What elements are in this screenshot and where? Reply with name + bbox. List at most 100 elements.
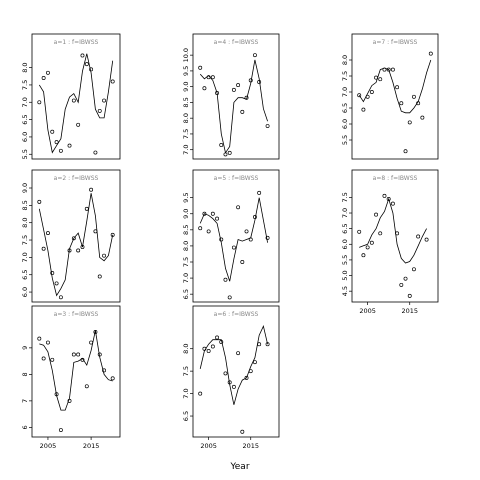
data-point — [231, 87, 236, 92]
y-tick-label: 5.5 — [21, 149, 29, 159]
y-tick-label: 7.5 — [21, 235, 29, 245]
data-point — [67, 398, 72, 403]
data-point — [45, 340, 50, 345]
data-point — [248, 78, 253, 83]
y-tick-label: 7.0 — [182, 273, 190, 283]
panel-strip-label: a=7 : f=IBWSS — [373, 39, 418, 46]
data-point — [219, 143, 224, 147]
data-point — [411, 94, 416, 99]
panel-frame — [351, 169, 439, 303]
data-point — [198, 226, 203, 231]
y-tick-label: 7.5 — [341, 192, 349, 202]
x-tick-label: 2005 — [200, 442, 217, 450]
data-point — [374, 212, 379, 217]
y-tick-label: 6.0 — [341, 119, 349, 129]
data-point — [84, 62, 89, 67]
data-point — [257, 342, 262, 347]
y-tick-label: 6.5 — [341, 103, 349, 113]
data-point — [252, 360, 257, 365]
data-point — [236, 205, 241, 210]
data-point — [110, 376, 115, 381]
series-line — [199, 324, 268, 405]
y-tick-label: 7.0 — [182, 388, 190, 398]
y-tick-label: 8.0 — [21, 62, 29, 72]
panel-2: a=2 : f=IBWSS 6.0 6.5 7.0 7.5 8.0 8.5 9.0 — [21, 169, 121, 303]
panel-frame — [192, 169, 280, 303]
data-point — [403, 276, 408, 281]
y-tick-label: 8.0 — [182, 113, 190, 123]
data-point — [89, 67, 94, 72]
data-point — [93, 150, 98, 155]
data-point — [223, 277, 228, 282]
data-point — [231, 384, 236, 389]
data-point — [206, 229, 211, 234]
data-point — [50, 271, 55, 275]
y-tick-label: 6.5 — [182, 289, 190, 299]
panel-strip-label: a=4 : f=IBWSS — [214, 39, 259, 46]
data-point — [210, 75, 215, 80]
y-tick-label: 5.5 — [341, 255, 349, 265]
y-tick-label: 9.5 — [182, 192, 190, 202]
data-point — [67, 143, 72, 148]
data-point — [374, 75, 379, 80]
data-point — [357, 93, 362, 98]
y-tick-label: 4.5 — [341, 286, 349, 296]
data-point — [399, 282, 404, 287]
y-tick-label: 9.0 — [182, 209, 190, 219]
series-line — [38, 53, 114, 154]
data-point — [227, 380, 232, 385]
x-axis-title: Year — [229, 462, 249, 472]
y-tick-label: 9 — [21, 346, 29, 350]
y-tick-label: 9.5 — [182, 66, 190, 76]
data-point — [45, 70, 50, 75]
data-point — [202, 346, 207, 351]
y-tick-label: 7.5 — [341, 71, 349, 81]
series-line — [199, 59, 268, 154]
data-point — [84, 206, 89, 211]
y-tick-label: 6.5 — [341, 223, 349, 233]
data-point — [37, 336, 42, 341]
x-tick-label: 2015 — [83, 442, 100, 450]
y-tick-label: 8 — [21, 372, 29, 376]
data-point — [424, 237, 429, 242]
data-point — [227, 295, 232, 300]
panel-1: a=1 : f=IBWSS 5.5 6.0 6.5 7.0 7.5 8.0 — [21, 33, 121, 159]
y-tick-label: 7.0 — [182, 145, 190, 155]
data-point — [361, 253, 366, 258]
data-point — [407, 120, 412, 125]
data-point — [215, 335, 220, 340]
data-point — [403, 149, 408, 154]
data-point — [240, 109, 245, 114]
data-point — [50, 129, 55, 134]
y-tick-label: 8.5 — [21, 200, 29, 210]
data-point — [244, 95, 249, 100]
series-line — [358, 59, 432, 114]
data-point — [93, 330, 98, 334]
data-point — [102, 98, 107, 103]
data-point — [369, 90, 374, 94]
data-point — [407, 293, 412, 298]
data-point — [265, 124, 270, 129]
series-line — [199, 197, 268, 282]
data-point — [54, 392, 59, 397]
data-point — [210, 344, 215, 349]
data-point — [93, 229, 98, 234]
data-point — [76, 352, 81, 357]
data-point — [71, 352, 76, 357]
y-tick-label: 6.0 — [341, 239, 349, 249]
y-tick-label: 6 — [21, 425, 29, 429]
data-point — [416, 101, 421, 106]
data-point — [382, 67, 387, 72]
data-point — [50, 357, 55, 362]
data-point — [416, 234, 421, 239]
data-point — [76, 122, 81, 127]
data-point — [97, 108, 102, 113]
data-point — [37, 199, 42, 204]
y-tick-label: 10.0 — [182, 48, 190, 62]
data-point — [219, 237, 224, 242]
data-point — [97, 352, 102, 357]
panel-strip-label: a=5 : f=IBWSS — [214, 175, 259, 182]
data-point — [80, 53, 85, 58]
x-tick-label: 2015 — [401, 307, 418, 315]
